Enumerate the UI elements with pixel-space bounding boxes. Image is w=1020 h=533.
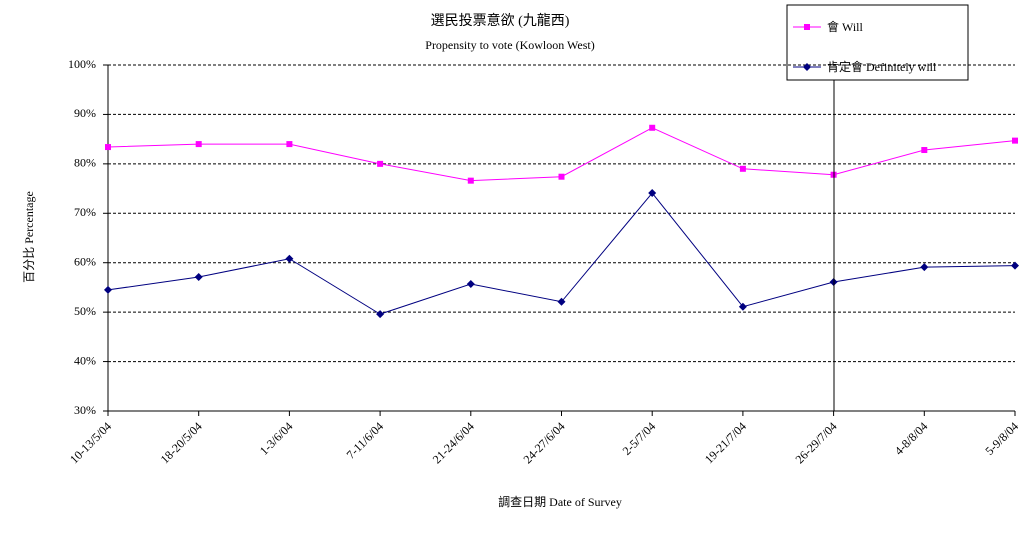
legend-label: 肯定會 Definitely will <box>827 59 937 74</box>
x-tick-label: 21-24/6/04 <box>430 419 477 466</box>
series-line <box>107 192 1016 315</box>
point <box>105 144 111 151</box>
legend-box <box>786 4 969 81</box>
series-line <box>107 127 1016 182</box>
x-tick-label: 24-27/6/04 <box>520 419 567 466</box>
point <box>1012 137 1018 144</box>
x-tick-label: 5-9/8/04 <box>982 419 1020 458</box>
point <box>285 254 294 263</box>
y-axis-label: 百分比 Percentage <box>22 191 36 283</box>
y-tick-label: 80% <box>74 156 96 170</box>
y-tick-label: 30% <box>74 403 96 417</box>
point <box>466 279 475 288</box>
point <box>557 297 566 306</box>
x-tick-label: 10-13/5/04 <box>67 419 114 466</box>
point <box>286 141 293 148</box>
legend-label: 會 Will <box>827 20 864 34</box>
point <box>376 310 385 319</box>
chart-title: 選民投票意欲 (九龍西) <box>431 12 570 29</box>
y-tick-label: 70% <box>74 205 96 219</box>
y-tick-label: 50% <box>74 304 96 318</box>
x-tick-label: 18-20/5/04 <box>158 419 205 466</box>
point <box>1011 261 1019 270</box>
point <box>558 173 565 180</box>
point <box>104 285 112 294</box>
point <box>738 302 747 311</box>
x-tick-label: 26-29/7/04 <box>793 419 840 466</box>
y-tick-label: 100% <box>68 57 96 71</box>
point <box>194 273 203 282</box>
point <box>195 141 202 148</box>
point <box>803 63 811 71</box>
x-tick-label: 1-3/6/04 <box>257 419 296 458</box>
x-axis-label: 調查日期 Date of Survey <box>498 495 622 509</box>
point <box>377 160 384 167</box>
point <box>739 165 746 172</box>
point <box>648 189 657 198</box>
y-tick-label: 60% <box>74 254 96 268</box>
x-tick-label: 7-11/6/04 <box>344 419 387 462</box>
y-tick-label: 90% <box>74 106 96 120</box>
x-tick-label: 19-21/7/04 <box>702 419 749 466</box>
point <box>804 24 810 30</box>
point <box>921 147 928 154</box>
x-tick-label: 2-5/7/04 <box>620 419 659 458</box>
point <box>467 177 474 184</box>
point <box>649 124 656 131</box>
y-tick-label: 40% <box>74 353 96 367</box>
chart-subtitle: Propensity to vote (Kowloon West) <box>425 38 594 52</box>
x-tick-label: 4-8/8/04 <box>892 419 931 458</box>
point <box>920 263 929 272</box>
